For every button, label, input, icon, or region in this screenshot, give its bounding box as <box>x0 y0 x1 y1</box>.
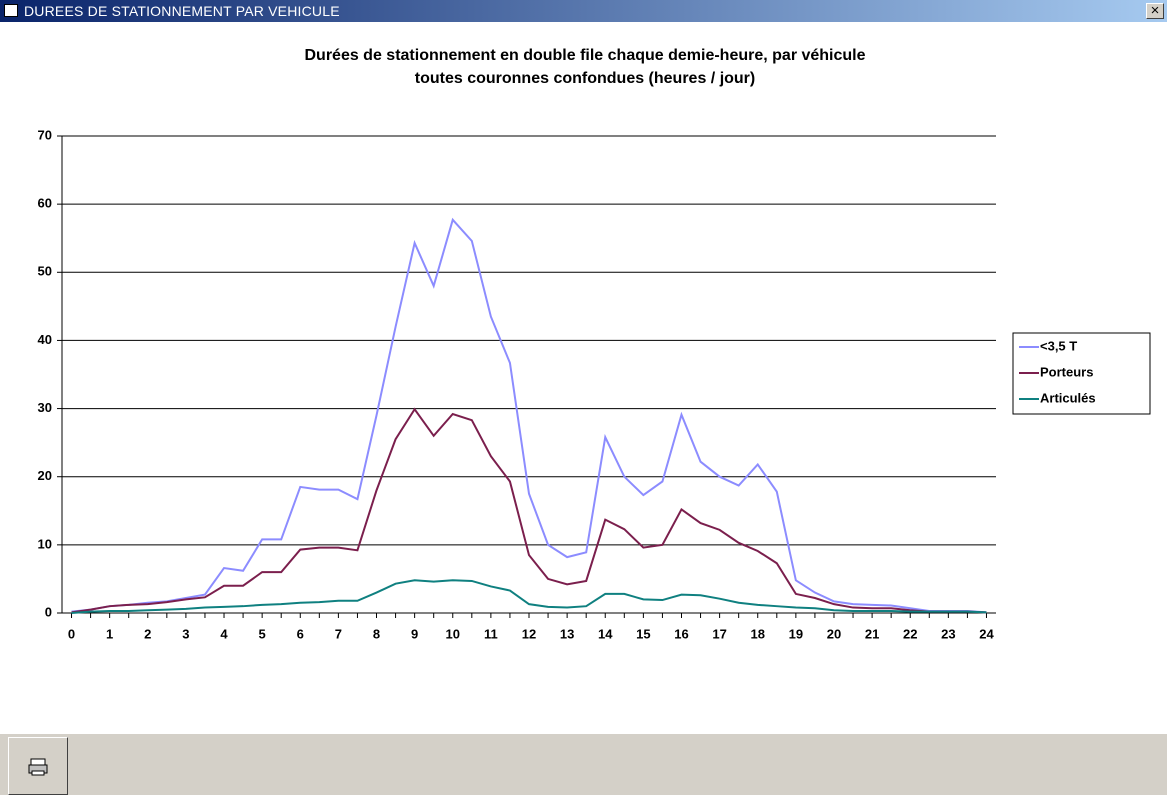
chart-title: toutes couronnes confondues (heures / jo… <box>415 70 755 87</box>
x-tick-label: 3 <box>182 626 189 641</box>
x-tick-label: 2 <box>144 626 151 641</box>
series-line <box>71 579 987 614</box>
window-icon <box>4 4 18 17</box>
x-tick-label: 14 <box>598 626 613 641</box>
y-tick-label: 40 <box>38 332 52 347</box>
x-tick-label: 10 <box>446 626 460 641</box>
x-tick-label: 13 <box>560 626 574 641</box>
y-tick-label: 70 <box>38 127 52 142</box>
x-tick-label: 21 <box>865 626 879 641</box>
x-tick-label: 1 <box>106 626 113 641</box>
y-tick-label: 60 <box>38 196 52 211</box>
y-tick-label: 30 <box>38 400 52 415</box>
y-tick-label: 50 <box>38 264 52 279</box>
x-tick-label: 5 <box>259 626 266 641</box>
x-tick-label: 19 <box>789 626 803 641</box>
x-tick-label: 15 <box>636 626 650 641</box>
x-tick-label: 17 <box>712 626 726 641</box>
series-line <box>71 407 987 614</box>
y-tick-label: 20 <box>38 468 52 483</box>
x-tick-label: 0 <box>68 626 75 641</box>
x-tick-label: 4 <box>220 626 228 641</box>
chart: Durées de stationnement en double file c… <box>38 47 1151 641</box>
series-line <box>71 217 987 614</box>
x-tick-label: 7 <box>335 626 342 641</box>
x-tick-label: 12 <box>522 626 536 641</box>
x-tick-label: 24 <box>979 626 994 641</box>
x-tick-label: 18 <box>751 626 765 641</box>
x-tick-label: 23 <box>941 626 955 641</box>
legend-label: <3,5 T <box>1040 338 1077 353</box>
x-tick-label: 22 <box>903 626 917 641</box>
legend-label: Articulés <box>1040 390 1096 405</box>
x-tick-label: 8 <box>373 626 380 641</box>
close-button[interactable]: × <box>1146 3 1164 19</box>
y-tick-label: 10 <box>38 536 52 551</box>
x-tick-label: 11 <box>484 626 498 641</box>
toolbar <box>0 733 1167 795</box>
x-tick-label: 20 <box>827 626 841 641</box>
title-bar: DUREES DE STATIONNEMENT PAR VEHICULE × <box>0 0 1167 22</box>
legend-label: Porteurs <box>1040 364 1093 379</box>
x-tick-label: 16 <box>674 626 688 641</box>
window-title: DUREES DE STATIONNEMENT PAR VEHICULE <box>24 3 340 19</box>
x-tick-label: 6 <box>297 626 304 641</box>
y-tick-label: 0 <box>45 604 52 619</box>
print-icon <box>28 758 48 776</box>
chart-title: Durées de stationnement en double file c… <box>304 47 865 64</box>
x-tick-label: 9 <box>411 626 418 641</box>
print-button[interactable] <box>8 737 68 795</box>
